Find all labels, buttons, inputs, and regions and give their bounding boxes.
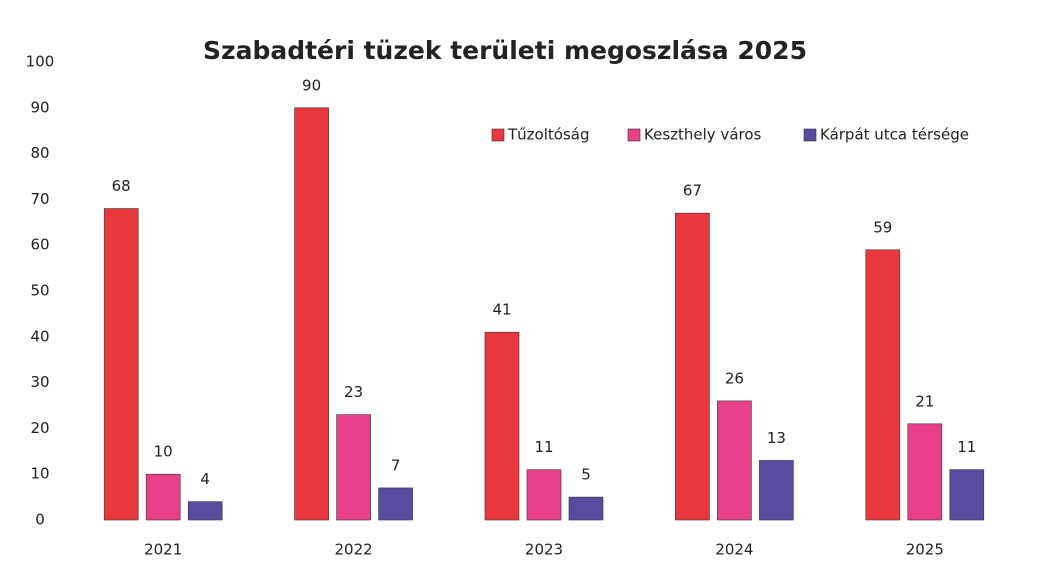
bar: [378, 487, 413, 521]
legend-swatch: [627, 128, 641, 142]
legend-label: Kárpát utca térsége: [820, 126, 969, 144]
data-label: 21: [915, 392, 934, 410]
bar: [717, 400, 752, 521]
data-label: 4: [200, 470, 210, 488]
y-tick-label: 70: [30, 190, 49, 208]
y-tick-label: 10: [30, 465, 49, 483]
bar: [675, 212, 710, 521]
data-label: 11: [957, 438, 976, 456]
data-label: 59: [873, 218, 892, 236]
y-tick-label: 50: [30, 282, 49, 300]
x-tick-label: 2025: [906, 541, 944, 559]
legend-swatch: [491, 128, 505, 142]
x-tick-label: 2023: [525, 541, 563, 559]
bar: [145, 473, 181, 521]
data-label: 11: [534, 438, 553, 456]
y-tick-label: 100: [26, 53, 55, 71]
data-label: 5: [581, 466, 591, 484]
y-tick-label: 60: [30, 236, 49, 254]
data-label: 41: [492, 301, 511, 319]
data-label: 26: [725, 369, 744, 387]
bar: [187, 501, 223, 521]
legend-label: Keszthely város: [644, 126, 762, 144]
data-label: 13: [767, 429, 786, 447]
x-tick-label: 2021: [144, 541, 182, 559]
bar: [759, 460, 794, 521]
x-tick-label: 2022: [335, 541, 373, 559]
data-label: 7: [391, 456, 401, 474]
y-tick-label: 90: [30, 98, 49, 116]
y-tick-label: 0: [35, 511, 45, 529]
bar: [526, 469, 562, 521]
bar: [907, 423, 943, 521]
bar: [484, 331, 520, 521]
y-tick-label: 80: [30, 144, 49, 162]
legend-swatch: [803, 128, 817, 142]
x-tick-label: 2024: [715, 541, 753, 559]
bar: [294, 107, 329, 521]
data-label: 10: [154, 443, 173, 461]
y-tick-label: 40: [30, 327, 49, 345]
legend-label: Tűzoltóság: [507, 126, 589, 144]
bar: [336, 414, 371, 521]
data-label: 67: [683, 182, 702, 200]
y-tick-label: 30: [30, 373, 49, 391]
bar: [103, 208, 139, 521]
data-label: 90: [302, 76, 321, 94]
chart-title: Szabadtéri tüzek területi megoszlása 202…: [203, 36, 807, 65]
y-tick-label: 20: [30, 419, 49, 437]
bar: [568, 496, 604, 521]
bar: [949, 469, 985, 521]
bar: [865, 249, 901, 521]
data-label: 68: [112, 177, 131, 195]
data-label: 23: [344, 383, 363, 401]
